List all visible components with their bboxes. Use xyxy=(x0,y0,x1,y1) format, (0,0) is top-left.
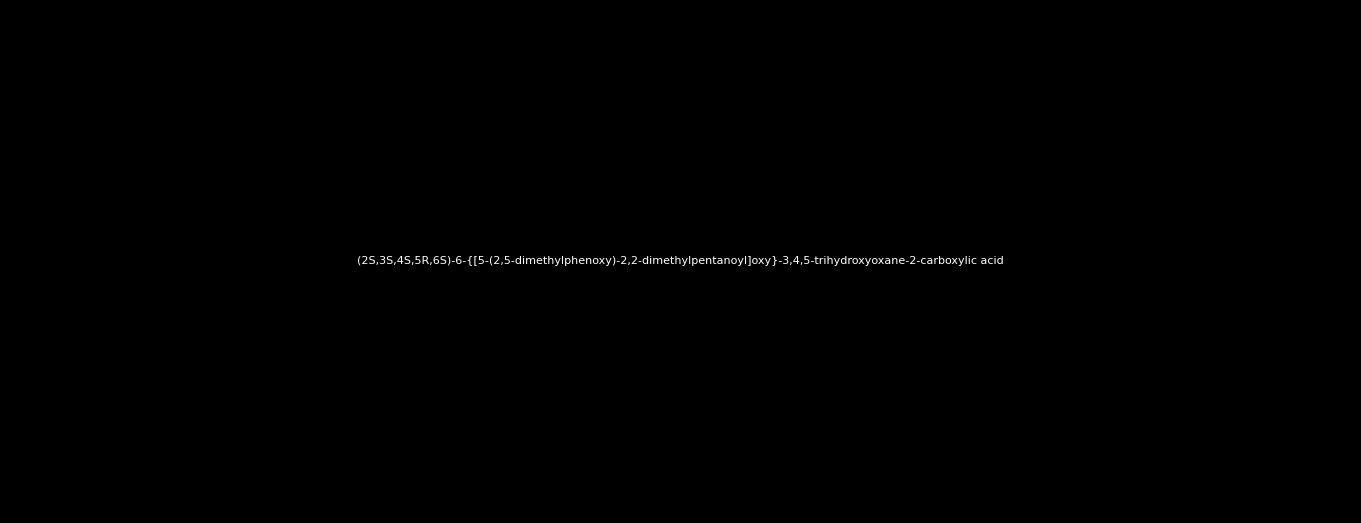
Text: (2S,3S,4S,5R,6S)-6-{[5-(2,5-dimethylphenoxy)-2,2-dimethylpentanoyl]oxy}-3,4,5-tr: (2S,3S,4S,5R,6S)-6-{[5-(2,5-dimethylphen… xyxy=(357,256,1004,267)
